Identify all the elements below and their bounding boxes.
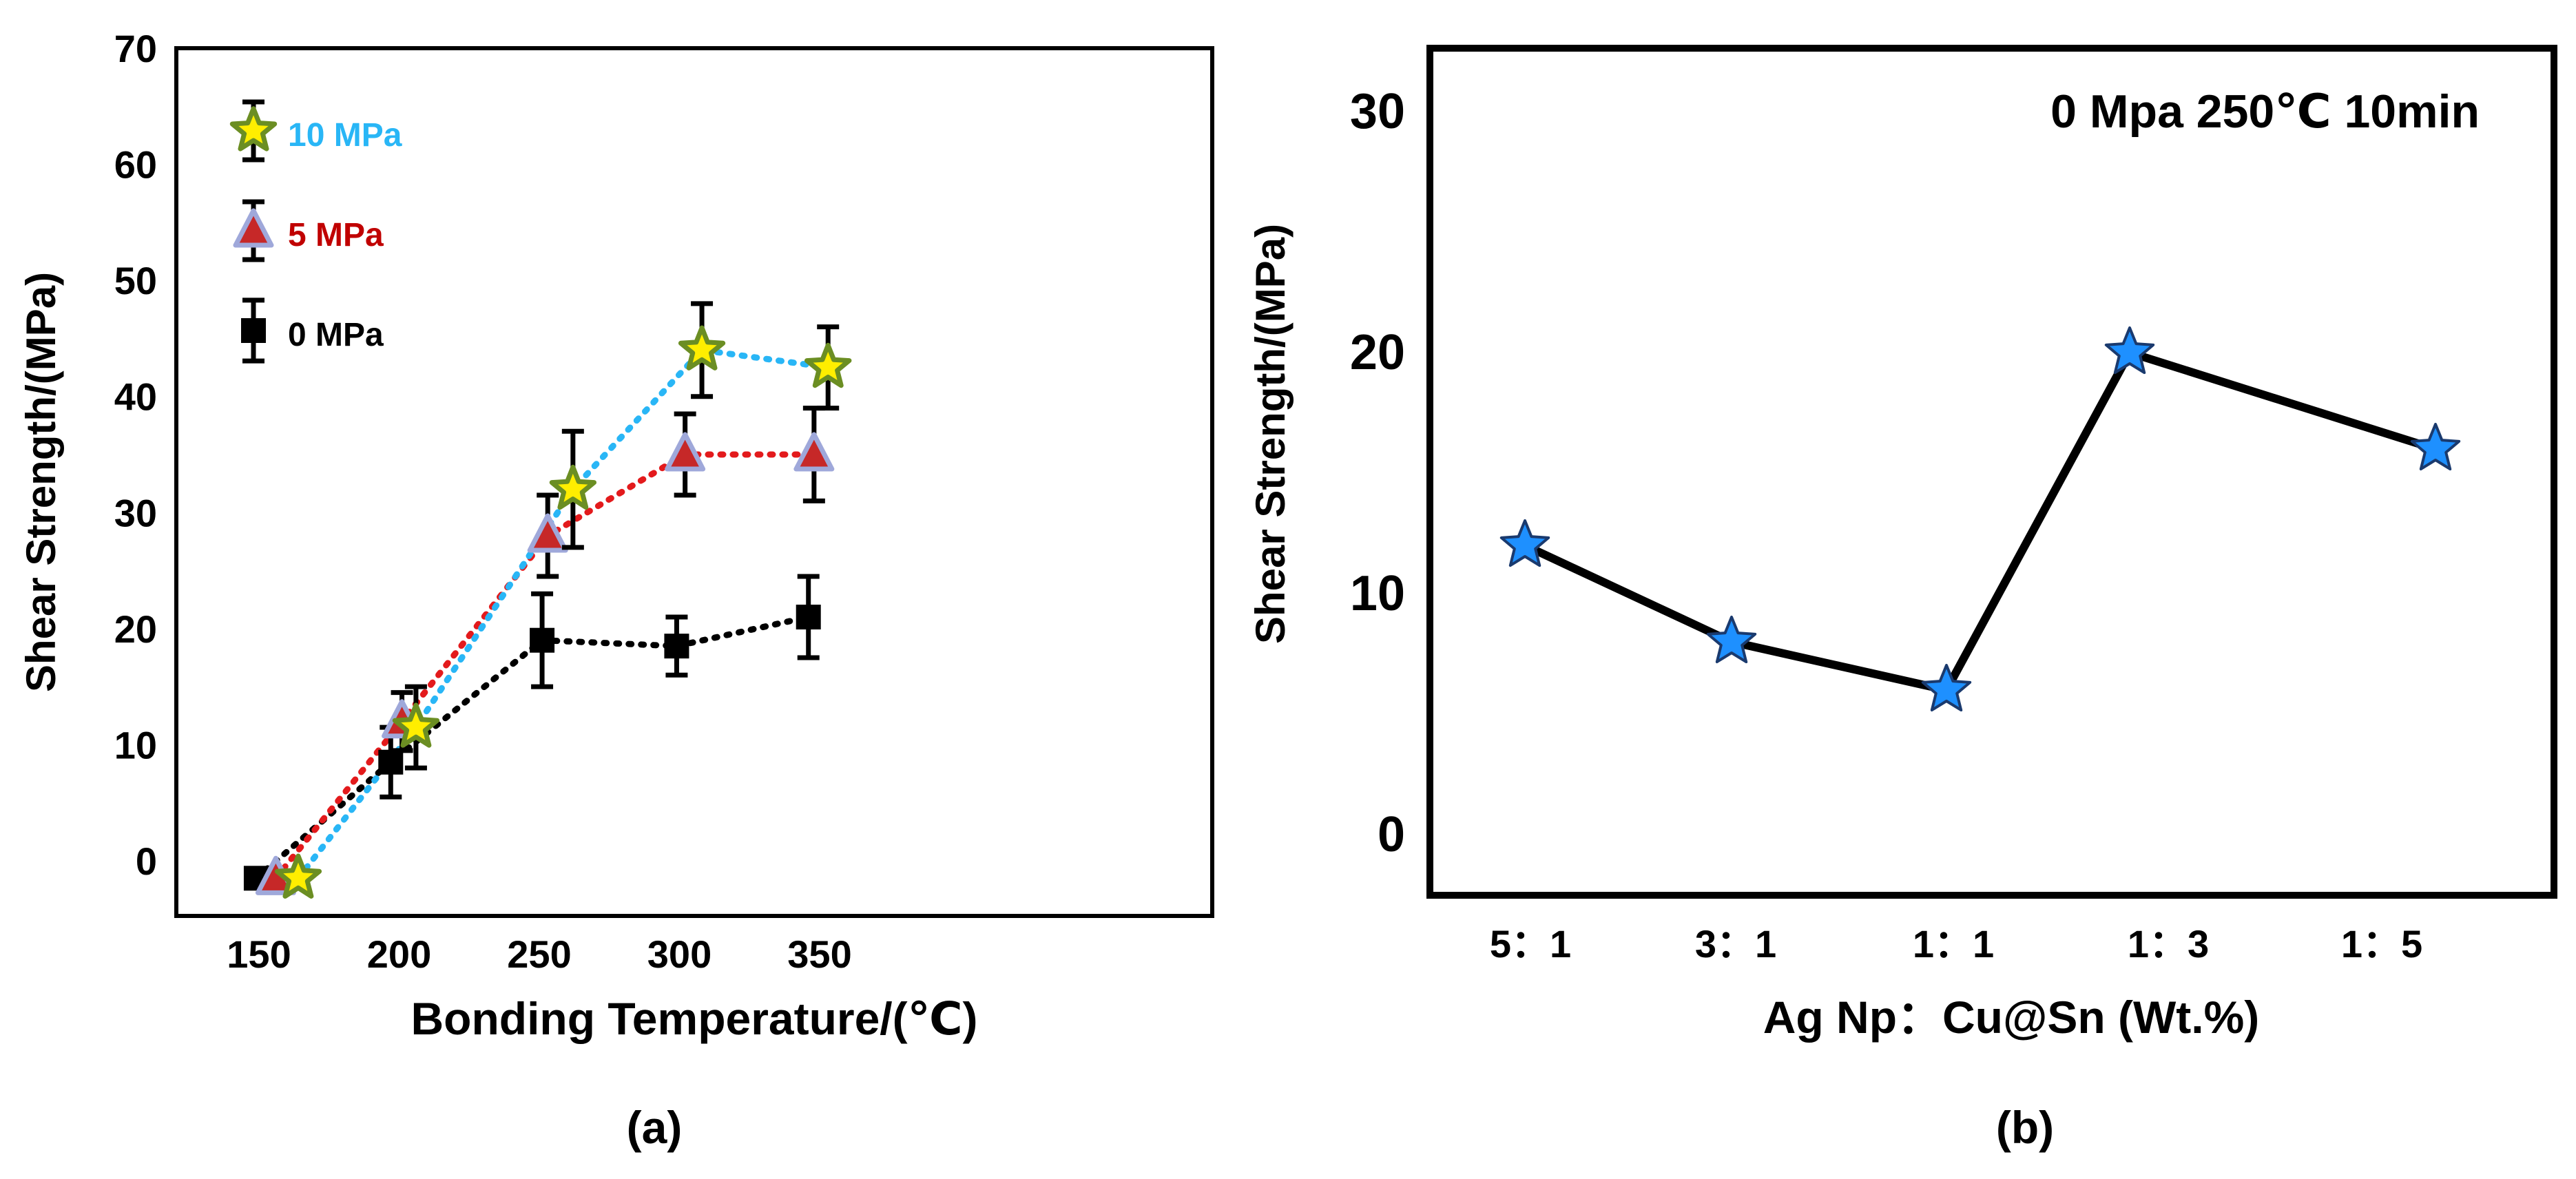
x-axis-label-b: Ag Np：Cu@Sn (Wt.%) bbox=[1763, 992, 2260, 1043]
series-line bbox=[1523, 348, 2437, 694]
y-tick-label: 0 bbox=[136, 839, 157, 883]
series-group-b bbox=[1499, 326, 2461, 712]
data-point-0-mpa bbox=[664, 634, 689, 659]
y-axis-label-a: Shear Strength/(MPa) bbox=[18, 272, 64, 692]
y-tick-label: 70 bbox=[114, 27, 157, 70]
x-tick-label: 250 bbox=[507, 932, 571, 976]
series-line-0-mpa bbox=[253, 614, 812, 881]
data-point-0-mpa bbox=[796, 605, 821, 629]
x-tick-label: 350 bbox=[787, 932, 851, 976]
y-tick-label: 20 bbox=[1350, 325, 1405, 380]
panel-b: 0 Mpa 250℃ 10min 0 10 20 30 5：1 3：1 1：1 1：3 1：5… bbox=[1247, 45, 2557, 1153]
data-point-5-mpa bbox=[793, 432, 835, 472]
panel-label-b: (b) bbox=[1996, 1102, 2054, 1153]
legend-marker bbox=[229, 106, 278, 152]
y-tick-label: 10 bbox=[1350, 566, 1405, 621]
y-axis-label-b: Shear Strength/(MPa) bbox=[1247, 224, 1294, 644]
y-tick-label: 50 bbox=[114, 259, 157, 302]
data-point bbox=[1499, 519, 1550, 567]
legend-marker bbox=[233, 208, 274, 248]
data-point-10-mpa bbox=[274, 853, 322, 899]
x-tick-label: 1：5 bbox=[2341, 922, 2422, 966]
x-tick-label: 1：3 bbox=[2128, 922, 2209, 966]
data-point bbox=[1921, 664, 1972, 712]
legend-label: 5 MPa bbox=[288, 217, 384, 253]
x-axis-label-a: Bonding Temperature/(℃) bbox=[411, 993, 977, 1044]
legend-item-5-mpa: 5 MPa bbox=[233, 199, 384, 262]
data-point-10-mpa bbox=[549, 464, 596, 510]
plot-frame-a bbox=[174, 46, 1214, 918]
legend-label: 0 MPa bbox=[288, 317, 384, 353]
x-tick-label: 3：1 bbox=[1695, 922, 1776, 966]
x-tick-label: 200 bbox=[367, 932, 431, 976]
series-group-a bbox=[243, 301, 852, 899]
x-tick-label: 1：1 bbox=[1913, 922, 1994, 966]
plot-frame-b bbox=[1426, 45, 2557, 899]
y-tick-labels-a: 0 10 20 30 40 50 60 70 bbox=[114, 27, 157, 883]
data-point bbox=[1706, 616, 1757, 664]
legend-item-10-mpa: 10 MPa bbox=[229, 99, 402, 163]
y-tick-label: 0 bbox=[1378, 807, 1405, 862]
data-point-10-mpa bbox=[392, 702, 440, 748]
y-tick-label: 10 bbox=[114, 723, 157, 766]
y-tick-label: 30 bbox=[1350, 84, 1405, 139]
condition-annotation: 0 Mpa 250℃ 10min bbox=[2050, 85, 2480, 138]
legend-marker bbox=[241, 318, 266, 343]
data-point-0-mpa bbox=[378, 749, 404, 775]
data-point bbox=[2104, 326, 2155, 375]
y-tick-labels-b: 0 10 20 30 bbox=[1350, 84, 1405, 862]
x-tick-labels-b: 5：1 3：1 1：1 1：3 1：5 bbox=[1490, 922, 2422, 966]
data-point bbox=[2410, 423, 2461, 471]
legend-item-0-mpa: 0 MPa bbox=[241, 298, 384, 364]
legend-label: 10 MPa bbox=[288, 117, 402, 154]
data-point-10-mpa bbox=[804, 342, 852, 388]
y-tick-label: 60 bbox=[114, 143, 157, 187]
legend-a: 10 MPa 5 MPa 0 MPa bbox=[229, 99, 402, 364]
panel-label-a: (a) bbox=[627, 1102, 683, 1153]
data-point-10-mpa bbox=[678, 325, 726, 371]
panel-a: 0 10 20 30 40 50 60 70 150 200 250 300 350 10 MPa 5 … bbox=[18, 27, 1214, 1153]
data-point-5-mpa bbox=[527, 513, 568, 553]
y-tick-label: 40 bbox=[114, 375, 157, 419]
data-point-0-mpa bbox=[530, 627, 555, 653]
x-tick-label: 5：1 bbox=[1490, 922, 1571, 966]
x-tick-label: 300 bbox=[647, 932, 711, 976]
y-tick-label: 30 bbox=[114, 491, 157, 534]
data-point-5-mpa bbox=[665, 432, 706, 472]
y-tick-label: 20 bbox=[114, 607, 157, 651]
x-tick-labels-a: 150 200 250 300 350 bbox=[227, 932, 851, 976]
x-tick-label: 150 bbox=[227, 932, 291, 976]
